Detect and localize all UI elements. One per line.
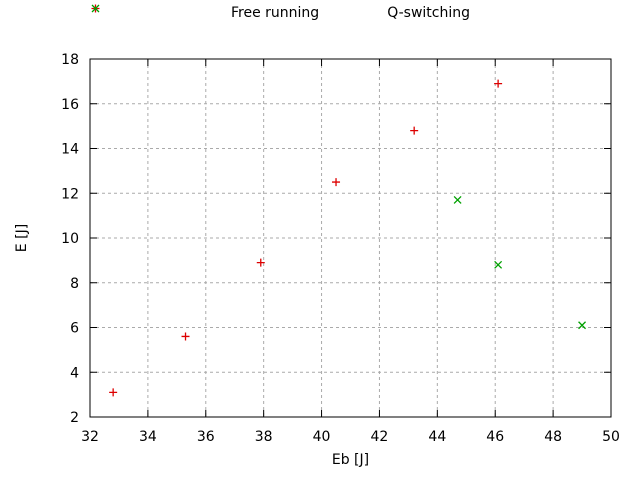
y-tick-label: 12 (61, 186, 79, 202)
data-point-free-running (332, 178, 341, 187)
data-point-q-switching (494, 260, 503, 269)
y-tick-label: 16 (61, 97, 79, 113)
x-axis-label: Eb [J] (331, 452, 370, 468)
legend-label: Q-switching (387, 5, 470, 21)
legend-item-q-switching: Q-switching (91, 4, 470, 21)
y-tick-label: 8 (70, 276, 79, 292)
data-point-q-switching (578, 321, 587, 330)
data-point-free-running (256, 258, 265, 267)
x-tick-label: 42 (371, 429, 389, 445)
x-tick-label: 46 (486, 429, 504, 445)
x-tick-label: 32 (81, 429, 99, 445)
y-tick-label: 14 (61, 142, 79, 158)
x-tick-label: 36 (197, 429, 215, 445)
legend-label: Free running (231, 5, 320, 21)
data-point-free-running (181, 332, 190, 341)
data-point-free-running (494, 79, 503, 88)
y-tick-label: 6 (70, 321, 79, 337)
x-tick-label: 40 (313, 429, 331, 445)
y-tick-label: 2 (70, 410, 79, 426)
x-tick-label: 50 (602, 429, 620, 445)
y-tick-label: 4 (70, 365, 79, 381)
y-tick-label: 18 (61, 52, 79, 68)
x-tick-label: 34 (139, 429, 157, 445)
y-tick-label: 10 (61, 231, 79, 247)
legend: Free running Q-switching (90, 3, 611, 23)
y-axis-label: E [J] (14, 223, 30, 253)
x-tick-label: 44 (428, 429, 446, 445)
data-point-free-running (410, 126, 419, 135)
data-point-free-running (109, 388, 118, 397)
cross-marker-icon (91, 4, 100, 13)
data-point-q-switching (453, 196, 462, 204)
x-tick-label: 48 (544, 429, 562, 445)
x-tick-label: 38 (255, 429, 273, 445)
